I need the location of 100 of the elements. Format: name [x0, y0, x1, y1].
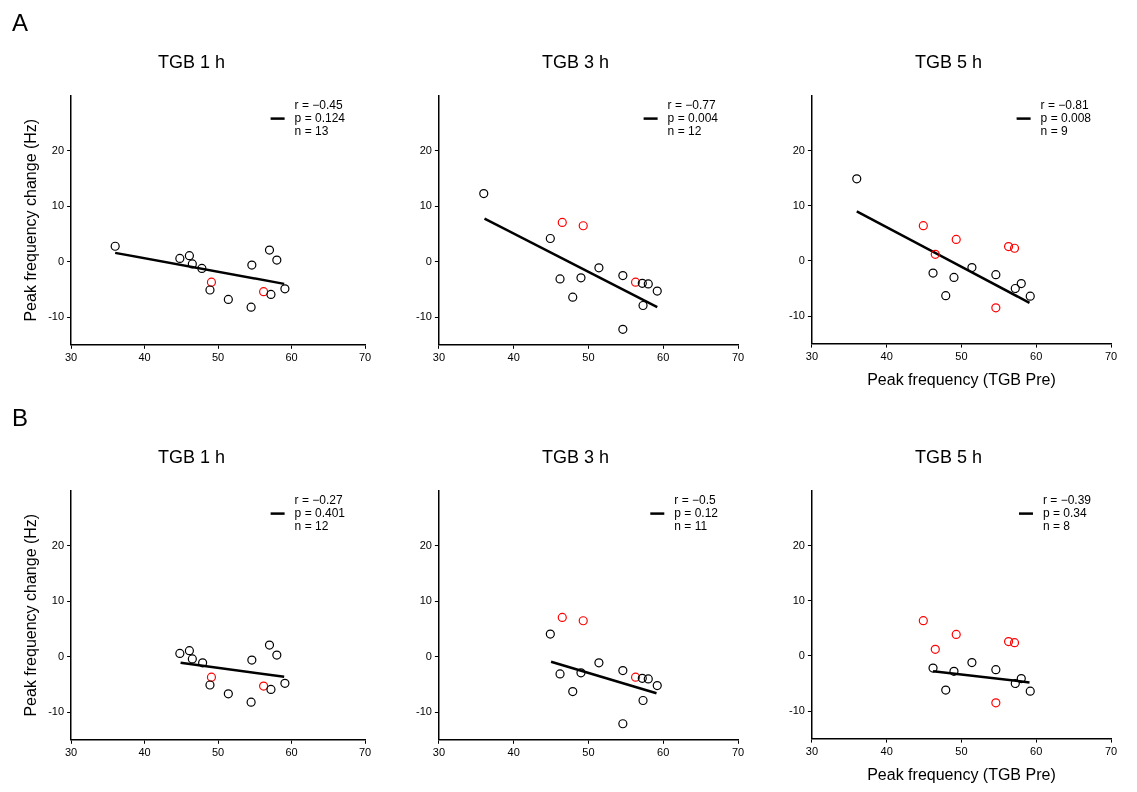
point [266, 684, 276, 695]
point [852, 174, 862, 184]
x-tick-label: 40 [880, 745, 893, 758]
point [479, 189, 489, 199]
x-axis-title: Peak frequency (TGB Pre) [867, 370, 1056, 388]
point [951, 629, 961, 640]
text: B [12, 403, 29, 431]
y-tick-label: 10 [51, 199, 65, 212]
point [557, 612, 567, 623]
point [578, 221, 588, 231]
y-tick-label: -10 [415, 310, 432, 323]
x-tick-label: 50 [955, 745, 968, 758]
point [205, 680, 215, 690]
y-tick-label: 20 [792, 538, 805, 551]
point [272, 255, 282, 265]
y-tick-label: -10 [48, 310, 65, 323]
point [259, 681, 269, 691]
x-tick-label: 60 [1030, 745, 1043, 758]
x-tick-label: 60 [285, 351, 298, 364]
point [205, 285, 215, 295]
chart-title: TGB 3 h [541, 51, 610, 72]
x-tick-label: 30 [64, 746, 78, 759]
point [991, 303, 1001, 313]
y-tick-label: 10 [419, 594, 432, 607]
legend-label: r = −0.45 p = 0.124 n = 13 [294, 97, 346, 138]
y-tick-label: 10 [51, 594, 65, 607]
point [967, 262, 977, 273]
point [928, 268, 938, 278]
legend-label: r = −0.27 p = 0.401 n = 12 [294, 492, 346, 533]
x-tick-label: 30 [432, 746, 446, 759]
point [594, 263, 604, 273]
point [1003, 242, 1014, 252]
point [578, 616, 588, 626]
x-tick-label: 70 [1104, 745, 1118, 758]
legend-label: r = −0.77 p = 0.004 n = 12 [667, 97, 719, 138]
point [1010, 678, 1020, 689]
point [280, 678, 290, 688]
x-tick-label: 60 [1030, 350, 1043, 363]
x-tick-label: 60 [657, 351, 670, 364]
point [259, 287, 269, 297]
point [930, 249, 940, 259]
point [918, 616, 928, 626]
point [949, 272, 959, 283]
point [223, 689, 233, 699]
point [1003, 637, 1014, 647]
point [266, 289, 276, 300]
y-tick-label: -10 [415, 705, 432, 718]
point [637, 278, 647, 288]
point [1010, 283, 1020, 294]
x-tick-label: 30 [805, 350, 819, 363]
x-tick-label: 30 [432, 351, 446, 364]
point [1009, 243, 1020, 253]
point [991, 665, 1001, 675]
point [545, 629, 555, 639]
y-tick-label: 20 [419, 539, 432, 552]
y-tick-label: -10 [48, 705, 65, 718]
point [1016, 278, 1026, 289]
point [643, 279, 653, 289]
point [187, 654, 197, 664]
text: A [12, 8, 29, 36]
point [918, 221, 928, 231]
y-tick-label: 20 [51, 144, 65, 157]
y-axis-title: Peak frequency change (Hz) [22, 513, 40, 717]
point [618, 719, 628, 729]
point [568, 687, 578, 697]
point [264, 245, 275, 255]
y-tick-label: -10 [788, 704, 805, 717]
point [652, 286, 662, 296]
x-tick-label: 60 [285, 746, 298, 759]
y-tick-label: 20 [419, 144, 432, 157]
point [594, 658, 604, 668]
legend-label: r = −0.81 p = 0.008 n = 9 [1040, 97, 1092, 138]
point [949, 666, 959, 676]
point [930, 644, 940, 654]
x-tick-label: 40 [507, 351, 520, 364]
x-tick-label: 50 [582, 351, 595, 364]
y-tick-label: 0 [57, 254, 65, 267]
point [1025, 686, 1035, 696]
point [175, 648, 185, 659]
x-tick-label: 40 [138, 746, 151, 759]
y-tick-label: -10 [788, 309, 805, 322]
point [576, 668, 586, 678]
point [1025, 291, 1035, 301]
point [187, 259, 197, 269]
point [941, 685, 951, 695]
x-tick-label: 50 [211, 351, 225, 364]
point [264, 640, 275, 650]
point [1009, 638, 1020, 648]
point [991, 270, 1001, 280]
y-tick-label: 0 [798, 648, 805, 661]
point [630, 672, 641, 682]
point [246, 302, 256, 312]
chart-title: TGB 5 h [914, 51, 983, 72]
point [198, 658, 208, 668]
point [967, 657, 977, 668]
point [568, 292, 578, 302]
point [223, 294, 233, 304]
chart-title: TGB 1 h [157, 51, 226, 72]
x-tick-label: 50 [211, 746, 225, 759]
point [555, 669, 565, 679]
